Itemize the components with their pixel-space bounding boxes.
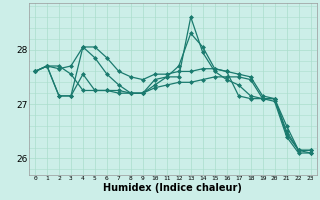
- X-axis label: Humidex (Indice chaleur): Humidex (Indice chaleur): [103, 183, 242, 193]
